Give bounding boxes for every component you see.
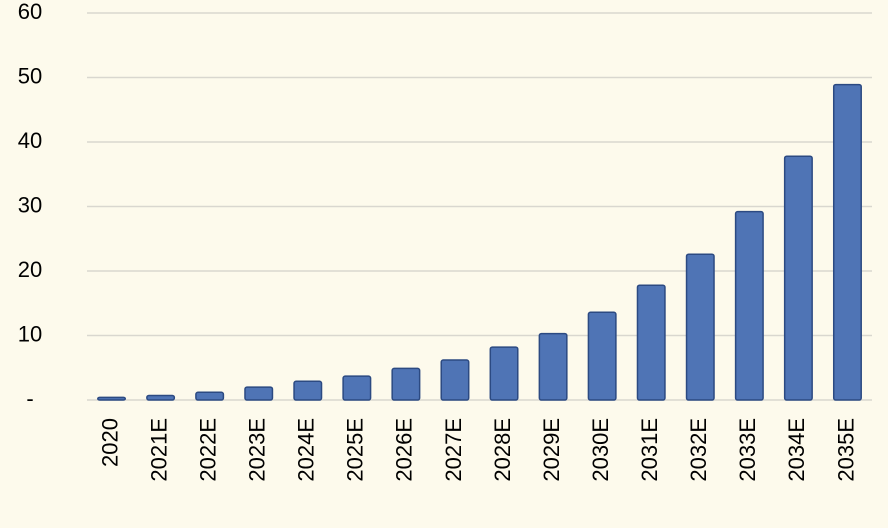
bar xyxy=(832,83,862,401)
x-tick-label: 2021E xyxy=(146,418,171,482)
x-tick-label: 2031E xyxy=(637,418,662,482)
bar xyxy=(342,375,372,401)
bar xyxy=(587,311,617,401)
y-tick-label: 20 xyxy=(18,257,42,282)
bar xyxy=(146,394,176,401)
x-tick-label: 2025E xyxy=(343,418,368,482)
bar xyxy=(783,155,813,401)
x-tick-label: 2023E xyxy=(245,418,270,482)
x-tick-label: 2026E xyxy=(392,418,417,482)
bar xyxy=(538,332,568,401)
x-tick-label: 2030E xyxy=(588,418,613,482)
x-tick-label: 2024E xyxy=(294,418,319,482)
bar xyxy=(195,391,225,401)
bar xyxy=(440,359,470,401)
bar xyxy=(244,386,274,401)
y-tick-label: 30 xyxy=(18,192,42,217)
x-tick-label: 2029E xyxy=(539,418,564,482)
bar xyxy=(97,396,127,401)
bar xyxy=(685,253,715,401)
x-tick-label: 2027E xyxy=(441,418,466,482)
y-tick-label: 50 xyxy=(18,63,42,88)
y-tick-label: 60 xyxy=(18,0,42,24)
x-tick-label: 2033E xyxy=(735,418,760,482)
x-tick-label: 2028E xyxy=(490,418,515,482)
y-tick-label: 10 xyxy=(18,321,42,346)
x-tick-label: 2032E xyxy=(686,418,711,482)
bar xyxy=(293,380,323,401)
bar xyxy=(489,346,519,401)
bar xyxy=(734,210,764,401)
x-tick-label: 2022E xyxy=(195,418,220,482)
x-tick-label: 2020 xyxy=(97,418,122,467)
bar xyxy=(636,284,666,401)
bar xyxy=(391,367,421,401)
x-tick-label: 2035E xyxy=(833,418,858,482)
y-tick-label: 40 xyxy=(18,128,42,153)
y-tick-label: - xyxy=(26,386,33,411)
x-tick-label: 2034E xyxy=(784,418,809,482)
